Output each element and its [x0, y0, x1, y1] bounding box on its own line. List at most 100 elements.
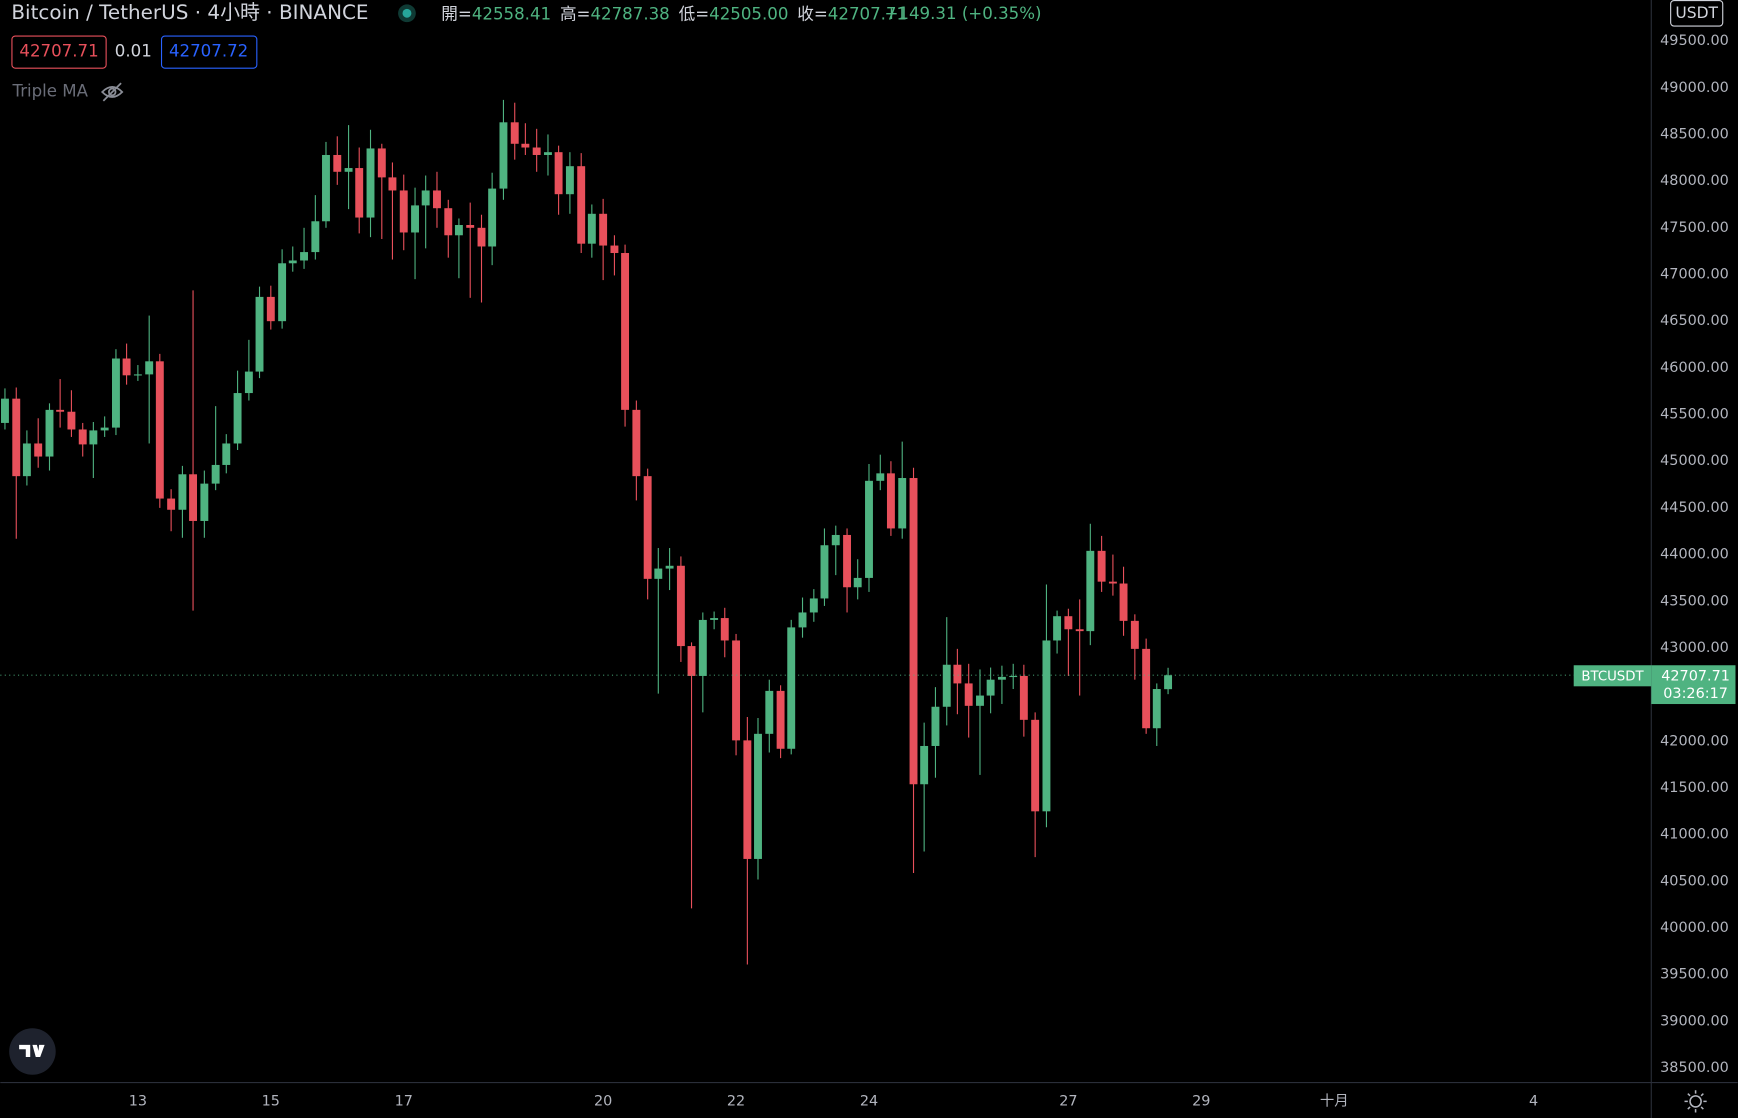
candle-body [34, 443, 43, 457]
candle-body [621, 253, 630, 410]
candle-body [720, 618, 729, 641]
settings-icon[interactable] [1684, 1090, 1707, 1113]
candle-body [377, 148, 386, 178]
candle-body [610, 245, 619, 254]
candle-body [1130, 620, 1139, 649]
hide-indicator-icon[interactable] [100, 82, 124, 102]
candle-body [89, 430, 98, 445]
candle-body [399, 190, 408, 233]
y-tick-label: 48500.00 [1660, 126, 1729, 142]
candle-body [1064, 616, 1073, 630]
y-tick-label: 46500.00 [1660, 313, 1729, 329]
candle-body [1097, 550, 1106, 582]
candle-body [433, 190, 441, 209]
candle-body [78, 429, 87, 445]
y-tick-label: 45000.00 [1660, 453, 1729, 469]
candle-body [1019, 675, 1028, 720]
buy-price: 42707.72 [169, 42, 248, 61]
ohlc-value: 42707.71 [828, 4, 907, 23]
countdown: 03:26:17 [1663, 686, 1728, 702]
ohlc-value: 42505.00 [709, 4, 788, 23]
candle-body [1152, 689, 1161, 729]
candle-body [477, 227, 486, 247]
candle-body [510, 122, 519, 144]
candle-body [388, 177, 397, 191]
candle-body [754, 733, 762, 859]
candle-body [698, 619, 707, 676]
sell-button[interactable] [11, 35, 107, 69]
candle-body [798, 612, 807, 628]
candle-body [122, 358, 131, 376]
last-price-label: 42707.71 [1661, 668, 1730, 684]
currency-button[interactable] [1670, 0, 1724, 27]
candle-body [200, 483, 209, 521]
y-tick-label: 39000.00 [1660, 1013, 1729, 1029]
candle-body [544, 152, 552, 155]
candle-body [986, 679, 995, 696]
candle-body [488, 188, 497, 247]
x-tick-label: 22 [727, 1093, 745, 1109]
y-tick-label: 44500.00 [1660, 500, 1729, 516]
symbol-tag: BTCUSDT [1581, 669, 1644, 684]
ohlc-value: 42787.38 [590, 4, 669, 23]
y-tick-label: 44000.00 [1660, 547, 1729, 563]
x-tick-label: 24 [860, 1093, 878, 1109]
candle-body [732, 640, 741, 741]
candle-body [554, 152, 563, 195]
candle-body [1142, 648, 1151, 729]
y-tick-label: 49500.00 [1660, 33, 1729, 49]
candle-body [344, 168, 353, 172]
candle-body [278, 263, 287, 322]
candle-body [1053, 616, 1062, 641]
candle-body [654, 568, 663, 579]
symbol-title[interactable]: Bitcoin / TetherUS · 4小時 · BINANCE [11, 0, 368, 24]
candle-body [776, 690, 785, 749]
candle-body [1164, 675, 1173, 690]
x-tick-label: 4 [1529, 1093, 1538, 1109]
candle-body [1, 398, 9, 423]
x-tick-label: 15 [262, 1093, 280, 1109]
spread: 0.01 [115, 42, 152, 61]
indicator-name[interactable]: Triple MA [11, 81, 88, 100]
y-tick-label: 47000.00 [1660, 266, 1729, 282]
candle-body [931, 706, 940, 746]
candle-body [145, 361, 154, 375]
candle-body [710, 618, 719, 620]
candle-body [411, 205, 419, 233]
candle-body [178, 474, 187, 510]
candle-body [643, 476, 652, 579]
currency-label: USDT [1675, 4, 1718, 22]
candle-body [266, 296, 275, 322]
y-tick-label: 42000.00 [1660, 733, 1729, 749]
ohlc-value: 42558.41 [472, 4, 551, 23]
candle-body [311, 221, 320, 253]
candle-body [233, 393, 242, 444]
candle-body [1042, 640, 1051, 812]
market-status-dot [402, 8, 412, 18]
candle-body [532, 147, 541, 155]
symbol-tag-bg [1573, 665, 1652, 687]
candle-body [22, 443, 31, 477]
last-price-tag-bg [1651, 665, 1736, 705]
candle-body [333, 154, 342, 172]
y-tick-label: 43000.00 [1660, 640, 1729, 656]
ohlc-key: 收= [797, 4, 828, 23]
candle-body [67, 411, 76, 430]
x-tick-label: 17 [395, 1093, 413, 1109]
candle-body [909, 478, 918, 785]
tradingview-logo[interactable] [9, 1028, 56, 1075]
x-tick-label: 20 [594, 1093, 612, 1109]
candle-body [599, 213, 608, 246]
candle-body [366, 148, 375, 218]
buy-button[interactable] [160, 35, 258, 69]
candle-body [56, 409, 65, 412]
candle-body [687, 646, 696, 676]
candle-body [255, 296, 264, 372]
candle-body [820, 545, 829, 599]
candle-body [189, 474, 198, 521]
x-tick-label: 29 [1192, 1093, 1210, 1109]
candle-body [133, 374, 142, 376]
candle-body [1075, 629, 1084, 632]
candle-body [45, 409, 54, 457]
candle-body [12, 398, 21, 477]
